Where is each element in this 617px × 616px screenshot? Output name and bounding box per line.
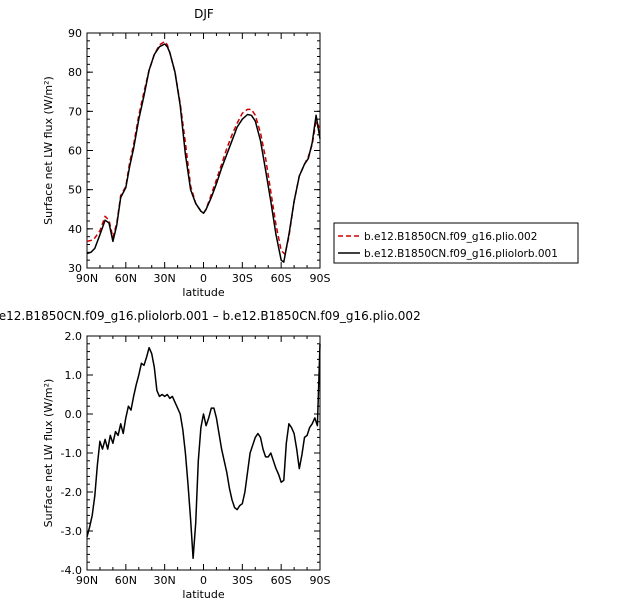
y-tick-label: -2.0	[61, 486, 82, 499]
y-tick-label: 0.0	[65, 408, 83, 421]
chart-2-title: b.e12.B1850CN.f09_g16.pliolorb.001 – b.e…	[0, 309, 421, 323]
x-tick-label: 30N	[154, 272, 176, 285]
x-tick-label: 90S	[310, 272, 331, 285]
legend-box	[333, 222, 579, 264]
x-axis-label: latitude	[182, 286, 224, 299]
y-tick-label: 80	[68, 66, 82, 79]
chart-2-plot: 90N 60N 30N 0 30S 60S 90S -4.0 -3.0 -2.0 -1.0 0.0 1.…	[42, 330, 331, 601]
plot-frame	[86, 32, 321, 269]
x-tick-label: 60S	[271, 272, 292, 285]
x-tick-label: 60N	[115, 272, 137, 285]
x-tick-label: 90S	[310, 574, 331, 587]
x-tick-label: 30S	[232, 574, 253, 587]
y-tick-label: -3.0	[61, 525, 82, 538]
series-line-1	[86, 40, 321, 256]
y-tick-label: 2.0	[65, 330, 83, 343]
x-tick-label: 0	[200, 272, 207, 285]
series-line-1	[86, 343, 321, 560]
x-tick-label: 30S	[232, 272, 253, 285]
series-line-2	[86, 43, 321, 263]
y-tick-label: 30	[68, 262, 82, 275]
y-tick-label: 70	[68, 105, 82, 118]
y-tick-label: 50	[68, 184, 82, 197]
x-tick-label: 30N	[154, 574, 176, 587]
y-axis-label: Surface net LW flux (W/m²)	[42, 379, 55, 528]
y-tick-label: 90	[68, 27, 82, 40]
x-tick-label: 90N	[76, 574, 98, 587]
y-axis-label: Surface net LW flux (W/m²)	[42, 76, 55, 225]
y-tick-label: 40	[68, 223, 82, 236]
x-tick-label: 0	[200, 574, 207, 587]
chart-1-title: DJF	[194, 7, 214, 21]
y-tick-label: -1.0	[61, 447, 82, 460]
x-tick-label: 60S	[271, 574, 292, 587]
x-axis-label: latitude	[182, 588, 224, 601]
x-tick-label: 60N	[115, 574, 137, 587]
chart-1-plot: 90N 60N 30N 0 30S 60S 90S 30 40 50 60 70 80 90 latitud…	[42, 27, 331, 299]
y-tick-label: -4.0	[61, 564, 82, 577]
legend-label-2: b.e12.B1850CN.f09_g16.pliolorb.001	[364, 248, 558, 260]
legend-label-1: b.e12.B1850CN.f09_g16.plio.002	[364, 231, 537, 243]
x-tick-label: 90N	[76, 272, 98, 285]
y-tick-label: 1.0	[65, 369, 83, 382]
y-tick-label: 60	[68, 145, 82, 158]
chart-1-legend: b.e12.B1850CN.f09_g16.plio.002 b.e12.B185…	[333, 222, 579, 264]
